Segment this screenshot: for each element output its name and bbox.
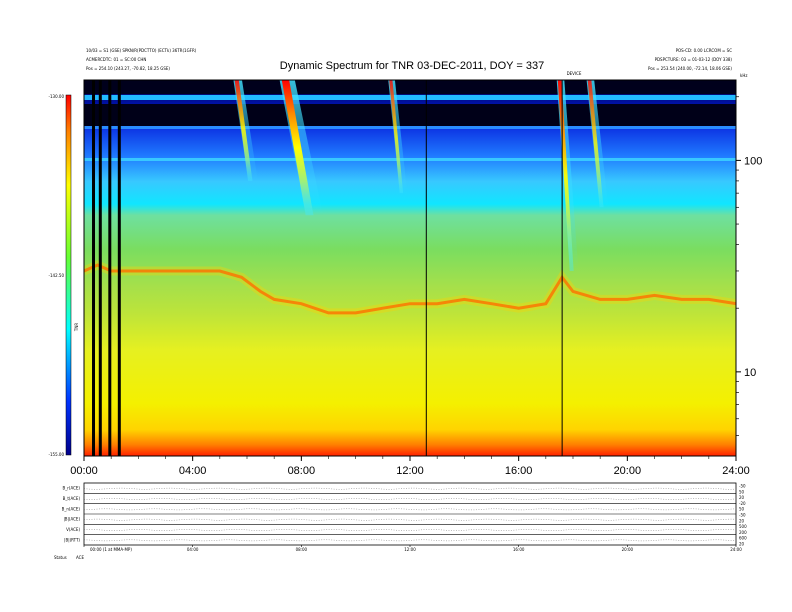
burst-core bbox=[234, 80, 253, 181]
panel-right-tick: 20 bbox=[739, 495, 745, 500]
panel-right-tick: 20 bbox=[739, 542, 745, 547]
vertical-lines-layer bbox=[92, 80, 563, 456]
plasma-line bbox=[84, 263, 736, 315]
panel-x-tick-label: 16:00 bbox=[513, 547, 525, 552]
x-tick-label: 20:00 bbox=[614, 465, 642, 477]
burst-core bbox=[281, 80, 314, 216]
panel-right-tick: 50 bbox=[739, 489, 745, 494]
panel-row-label: |B|(ACE) bbox=[63, 517, 80, 522]
burst-core bbox=[587, 80, 604, 208]
panel-x-tick-label: 04:00 bbox=[187, 547, 199, 552]
header-right-line-1: POS-CD: 0.00 LCRCOM = SC bbox=[676, 48, 733, 53]
black-band-top bbox=[84, 80, 736, 94]
panel-right-tick: 50 bbox=[739, 507, 745, 512]
panel-right-tick: -20 bbox=[739, 501, 746, 506]
panel-row-label: V(ACE) bbox=[66, 527, 80, 532]
x-tick-label: 00:00 bbox=[70, 465, 98, 477]
plasma-halo bbox=[84, 260, 736, 318]
cyan-band-2 bbox=[84, 126, 736, 129]
panel-x-tick-label: 08:00 bbox=[296, 547, 308, 552]
panel-right-tick: 500 bbox=[739, 524, 747, 529]
colorbar-label: TNR bbox=[74, 323, 79, 332]
cyan-band-1 bbox=[84, 95, 736, 100]
burst-core bbox=[389, 80, 404, 194]
header-left-line-1: 10/03 = S1 (GSE) SPKN/R(PDCTTO) (ECTk) 3… bbox=[86, 48, 197, 53]
spectrogram bbox=[84, 80, 736, 456]
x-tick-label: 04:00 bbox=[179, 465, 207, 477]
panel-x-tick-label: 20:00 bbox=[622, 547, 634, 552]
panel-right-tick: 200 bbox=[739, 530, 747, 535]
panel-right-tick: 600 bbox=[739, 536, 747, 541]
header-right-line-3: Pos = 253.54 (240.00, -72.14, 18.06 GSE) bbox=[648, 66, 732, 71]
y-tick-label: 100 bbox=[744, 155, 762, 167]
panel-left-note: 00:00 (1 at MMA-MP) bbox=[90, 547, 132, 552]
panel-row-label: B_n(ACE) bbox=[62, 506, 81, 511]
x-tick-label: 16:00 bbox=[505, 465, 533, 477]
panel-right-tick: -50 bbox=[739, 513, 746, 518]
black-band-main bbox=[84, 104, 736, 126]
bursts-layer bbox=[233, 80, 609, 271]
panel-row-label: |B|(RTT) bbox=[64, 537, 80, 542]
x-axis: 00:00 04:00 08:00 12:00 16:00 20:00 24:00 bbox=[70, 456, 750, 477]
panel-row-label: B_t(ACE) bbox=[63, 496, 81, 501]
panel-right-tick: 20 bbox=[739, 518, 745, 523]
panel-right-tick: -50 bbox=[739, 484, 746, 489]
panel-row-label: B_r(ACE) bbox=[63, 486, 81, 491]
footer-label: Status bbox=[54, 555, 67, 560]
colorbar bbox=[65, 94, 72, 456]
colorbar-tick-top: -130.00 bbox=[49, 94, 65, 99]
panel-x-tick-label: 12:00 bbox=[404, 547, 416, 552]
footer-value: ACE bbox=[76, 555, 84, 560]
x-tick-label: 08:00 bbox=[288, 465, 316, 477]
header-right-unit: kHz bbox=[740, 73, 747, 78]
colorbar-tick-bottom: -155.00 bbox=[49, 452, 65, 457]
x-tick-label: 12:00 bbox=[396, 465, 424, 477]
panel-x-tick-label: 24:00 bbox=[730, 547, 742, 552]
y-tick-label: 10 bbox=[744, 367, 756, 379]
colorbar-tick-mid: -142.50 bbox=[49, 273, 65, 278]
y-axis-right: 100 10 bbox=[736, 96, 762, 436]
cyan-band-3 bbox=[84, 158, 736, 161]
spectrogram-background bbox=[84, 80, 736, 456]
marker-label: DEVICE bbox=[567, 71, 582, 76]
header-right-line-2: PDSPCTURE: 03 = 01-03-12 (DOY 338) bbox=[655, 57, 733, 62]
x-tick-label: 24:00 bbox=[722, 465, 750, 477]
chart-title: Dynamic Spectrum for TNR 03-DEC-2011, DO… bbox=[280, 60, 544, 72]
ts-panel: B_r(ACE) B_t(ACE) B_n(ACE) |B|(ACE) V(ACE) |B… bbox=[62, 482, 747, 552]
header-left-line-2: ACMERCDTC: 01 = SC:00 CHN bbox=[86, 57, 146, 62]
header-left-line-3: Pos = 254.10 (243.27, -70.82, 18.25 GSE) bbox=[86, 66, 170, 71]
